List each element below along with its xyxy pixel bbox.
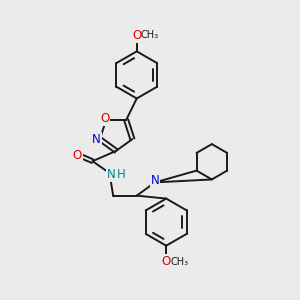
Text: O: O: [132, 29, 141, 42]
Text: CH₃: CH₃: [141, 30, 159, 40]
Text: N: N: [107, 168, 116, 181]
Text: N: N: [151, 174, 159, 188]
Text: O: O: [162, 255, 171, 268]
Text: O: O: [73, 149, 82, 162]
Text: H: H: [117, 168, 125, 181]
Text: CH₃: CH₃: [170, 257, 188, 267]
Text: O: O: [100, 112, 109, 125]
Text: N: N: [92, 133, 101, 146]
